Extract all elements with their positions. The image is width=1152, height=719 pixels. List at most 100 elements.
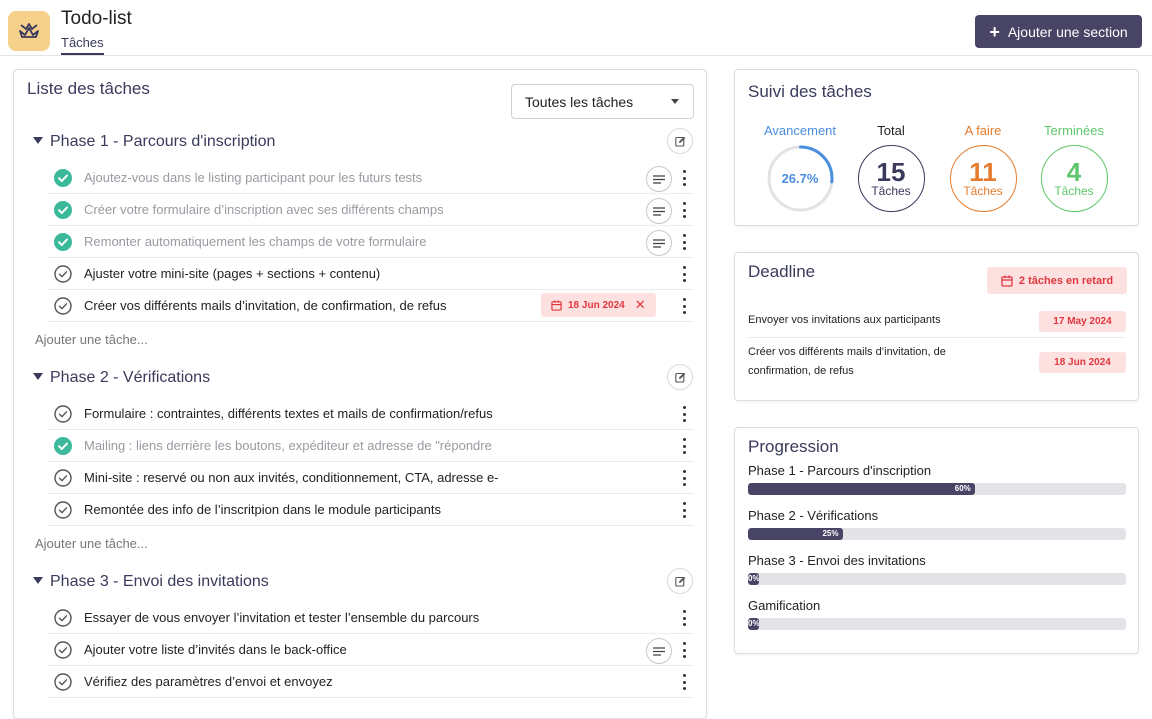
due-date-text: 18 Jun 2024 xyxy=(568,299,625,311)
stat-progress-label: Avancement xyxy=(763,123,837,138)
more-options-icon[interactable] xyxy=(682,502,686,518)
more-options-icon[interactable] xyxy=(682,406,686,422)
task-row[interactable]: Formulaire : contraintes, différents tex… xyxy=(48,398,694,430)
notes-button[interactable] xyxy=(646,230,672,256)
task-row[interactable]: Ajuster votre mini-site (pages + section… xyxy=(48,258,694,290)
task-text: Vérifiez des paramètres d’envoi et envoy… xyxy=(84,674,333,689)
more-options-icon[interactable] xyxy=(682,470,686,486)
task-row[interactable]: Remontée des info de l’inscritpion dans … xyxy=(48,494,694,526)
stat-todo: A faire 11 Tâches xyxy=(938,123,1028,212)
task-row[interactable]: Vérifiez des paramètres d’envoi et envoy… xyxy=(48,666,694,698)
task-text: Créer vos différents mails d’invitation,… xyxy=(84,298,447,313)
more-options-icon[interactable] xyxy=(682,234,686,250)
task-text: Ajouter votre liste d’invités dans le ba… xyxy=(84,642,347,657)
progression-label: Gamification xyxy=(748,598,821,613)
task-row[interactable]: Créer vos différents mails d’invitation,… xyxy=(48,290,694,322)
task-row[interactable]: Mini-site : reservé ou non aux invités, … xyxy=(48,462,694,494)
phase-header[interactable]: Phase 2 - Vérifications xyxy=(31,364,693,394)
more-options-icon[interactable] xyxy=(682,298,686,314)
deadline-task-text: Créer vos différents mails d’invitation,… xyxy=(748,346,946,377)
task-filter-value: Toutes les tâches xyxy=(525,94,634,110)
phase-header[interactable]: Phase 3 - Envoi des invitations xyxy=(31,568,693,598)
edit-icon xyxy=(674,136,685,147)
notes-button[interactable] xyxy=(646,198,672,224)
total-ring: 15 Tâches xyxy=(857,145,925,212)
check-done-icon[interactable] xyxy=(54,201,72,219)
edit-phase-button[interactable] xyxy=(667,128,693,154)
caret-down-icon[interactable] xyxy=(33,137,43,144)
deadline-date-badge: 17 May 2024 xyxy=(1039,311,1126,332)
calendar-icon xyxy=(1001,275,1013,287)
task-text: Ajoutez-vous dans le listing participant… xyxy=(84,170,423,185)
progression-label: Phase 1 - Parcours d'inscription xyxy=(748,463,932,478)
more-options-icon[interactable] xyxy=(682,438,686,454)
add-task-link[interactable]: Ajouter une tâche... xyxy=(35,536,148,551)
stat-progress: Avancement 26.7% xyxy=(755,123,845,212)
task-row[interactable]: Essayer de vous envoyer l’invitation et … xyxy=(48,602,694,634)
check-circle-icon[interactable] xyxy=(54,609,72,627)
close-icon[interactable]: ✕ xyxy=(634,297,646,312)
deadline-row[interactable]: Créer vos différents mails d’invitation,… xyxy=(748,343,1126,385)
stat-done-unit: Tâches xyxy=(1054,183,1094,198)
edit-phase-button[interactable] xyxy=(667,364,693,390)
check-circle-icon[interactable] xyxy=(54,501,72,519)
more-options-icon[interactable] xyxy=(682,674,686,690)
check-done-icon[interactable] xyxy=(54,233,72,251)
app-logo xyxy=(8,11,50,51)
check-done-icon[interactable] xyxy=(54,169,72,187)
stat-total-value: 15 xyxy=(876,156,906,187)
progression-item: Phase 1 - Parcours d'inscription 60% xyxy=(748,463,1126,495)
caret-down-icon[interactable] xyxy=(33,577,43,584)
deadline-panel: Deadline 2 tâches en retard Envoyer vos … xyxy=(734,252,1139,401)
caret-down-icon[interactable] xyxy=(33,373,43,380)
edit-icon xyxy=(674,576,685,587)
check-circle-icon[interactable] xyxy=(54,641,72,659)
more-options-icon[interactable] xyxy=(682,170,686,186)
late-tasks-badge[interactable]: 2 tâches en retard xyxy=(987,267,1127,294)
check-circle-icon[interactable] xyxy=(54,297,72,315)
task-list-title: Liste des tâches xyxy=(27,79,150,98)
progression-item: Phase 2 - Vérifications 25% xyxy=(748,508,1126,540)
todo-ring: 11 Tâches xyxy=(949,145,1017,212)
progress-bar-fill: 0% xyxy=(748,618,759,630)
crown-icon xyxy=(19,23,39,38)
task-row[interactable]: Ajouter votre liste d’invités dans le ba… xyxy=(48,634,694,666)
notes-button[interactable] xyxy=(646,638,672,664)
progress-bar: 25% xyxy=(748,528,1126,540)
task-text: Essayer de vous envoyer l’invitation et … xyxy=(84,610,480,625)
check-circle-icon[interactable] xyxy=(54,469,72,487)
task-row[interactable]: Mailing : liens derrière les boutons, ex… xyxy=(48,430,694,462)
progression-title: Progression xyxy=(748,437,839,456)
notes-icon xyxy=(653,238,665,248)
progression-item: Phase 3 - Envoi des invitations 0% xyxy=(748,553,1126,585)
more-options-icon[interactable] xyxy=(682,202,686,218)
task-text: Remontée des info de l’inscritpion dans … xyxy=(84,502,441,517)
top-bar: Todo-list Tâches + Ajouter une section xyxy=(0,0,1152,56)
more-options-icon[interactable] xyxy=(682,610,686,626)
check-done-icon[interactable] xyxy=(54,437,72,455)
progression-item: Gamification 0% xyxy=(748,598,1126,630)
phase-header[interactable]: Phase 1 - Parcours d'inscription xyxy=(31,128,693,158)
add-task-link[interactable]: Ajouter une tâche... xyxy=(35,332,148,347)
add-section-button[interactable]: + Ajouter une section xyxy=(975,15,1142,48)
stat-total-unit: Tâches xyxy=(871,183,911,198)
tab-taches[interactable]: Tâches xyxy=(61,35,104,55)
check-circle-icon[interactable] xyxy=(54,673,72,691)
more-options-icon[interactable] xyxy=(682,266,686,282)
edit-phase-button[interactable] xyxy=(667,568,693,594)
deadline-title: Deadline xyxy=(748,262,816,281)
deadline-row[interactable]: Envoyer vos invitations aux participants… xyxy=(748,309,1126,338)
task-row[interactable]: Créer votre formulaire d’inscription ave… xyxy=(48,194,694,226)
task-row[interactable]: Ajoutez-vous dans le listing participant… xyxy=(48,162,694,194)
task-text: Formulaire : contraintes, différents tex… xyxy=(84,406,493,421)
notes-button[interactable] xyxy=(646,166,672,192)
more-options-icon[interactable] xyxy=(682,642,686,658)
task-filter-select[interactable]: Toutes les tâches xyxy=(511,84,694,119)
stat-todo-value: 11 xyxy=(969,156,997,187)
notes-icon xyxy=(653,646,665,656)
check-circle-icon[interactable] xyxy=(54,265,72,283)
due-date-badge[interactable]: 18 Jun 2024 ✕ xyxy=(541,293,656,317)
task-row[interactable]: Remonter automatiquement les champs de v… xyxy=(48,226,694,258)
stat-done-value: 4 xyxy=(1066,156,1082,187)
check-circle-icon[interactable] xyxy=(54,405,72,423)
